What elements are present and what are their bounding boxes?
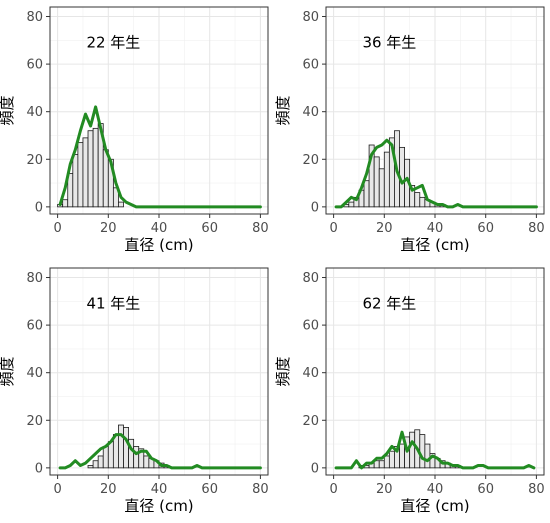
y-tick-label: 60 [302,319,319,334]
histogram-bar [348,201,355,208]
histogram-bar [363,180,370,208]
x-tick-label: 60 [201,482,218,497]
histogram-bar [102,446,109,469]
histogram-bar [62,199,69,208]
histogram-bar [92,127,99,208]
histogram-bar [383,151,390,208]
frequency-line [334,138,538,209]
x-tick-label: 80 [252,221,269,236]
frequency-line [58,433,262,470]
frequency-line [58,105,262,209]
histogram-bar [77,142,84,208]
panel-3: 0 20 40 60 80 0 20 40 60 80 直径 (cm) 頻度 41 年生 [0,267,269,515]
x-tick-label: 60 [477,221,494,236]
histogram-bar [118,201,124,208]
x-tick-label: 0 [329,221,337,236]
y-tick-label: 0 [35,461,43,476]
y-tick-label: 20 [26,414,43,429]
histogram-bar [409,431,416,469]
y-tick-label: 0 [311,461,319,476]
y-tick-label: 40 [302,366,319,381]
y-tick-label: 80 [26,271,43,286]
x-tick-label: 20 [100,482,117,497]
y-tick-label: 80 [302,271,319,286]
x-tick-label: 40 [151,482,168,497]
x-tick-label: 0 [329,482,337,497]
panel-title: 62 年生 [362,294,416,312]
histogram-bar [378,168,385,208]
histogram-bar [92,460,99,469]
x-tick-label: 80 [528,221,545,236]
histogram-bar [383,455,390,469]
histogram-bar [82,137,89,208]
histogram-bar [102,149,109,208]
y-tick-label: 80 [302,10,319,25]
histogram-bar [118,424,124,469]
histogram-bar [87,465,94,469]
x-tick-label: 20 [376,482,393,497]
y-tick-label: 40 [302,105,319,120]
histogram-bar [143,455,150,469]
y-tick-label: 0 [35,200,43,215]
histogram-bar [72,154,79,208]
y-tick-label: 20 [302,414,319,429]
x-axis-label: 直径 (cm) [400,497,469,515]
histogram-bar [97,455,104,469]
x-axis-label: 直径 (cm) [124,236,193,254]
y-tick-label: 60 [26,58,43,73]
x-tick-label: 40 [151,221,168,236]
x-tick-label: 80 [528,482,545,497]
y-axis-label: 頻度 [0,95,16,125]
x-axis-label: 直径 (cm) [400,236,469,254]
y-axis-label: 頻度 [274,95,292,125]
x-tick-label: 0 [53,482,61,497]
y-axis-label: 頻度 [0,356,16,386]
x-tick-label: 80 [252,482,269,497]
panel-title: 36 年生 [362,33,416,51]
x-tick-label: 60 [477,482,494,497]
y-tick-label: 0 [311,200,319,215]
y-tick-label: 20 [302,153,319,168]
histogram-bar [414,192,421,208]
histogram-bar [107,441,114,469]
x-tick-label: 60 [201,221,218,236]
y-tick-label: 40 [26,366,43,381]
histogram-bar [419,196,426,208]
x-tick-label: 20 [376,221,393,236]
x-tick-label: 40 [427,482,444,497]
x-tick-label: 40 [427,221,444,236]
y-tick-label: 60 [302,58,319,73]
y-tick-label: 80 [26,10,43,25]
y-tick-label: 60 [26,319,43,334]
histogram-bar [87,130,94,208]
x-axis-label: 直径 (cm) [124,497,193,515]
histogram-bar [378,460,385,469]
x-tick-label: 20 [100,221,117,236]
panel-title: 22 年生 [86,33,140,51]
histogram-bar [373,156,380,208]
histogram-bar [133,446,140,469]
histogram-bar [419,434,426,469]
x-tick-label: 0 [53,221,61,236]
panel-2: 0 20 40 60 80 0 20 40 60 80 直径 (cm) 頻度 36 年生 [274,6,545,254]
histogram-bar [424,443,431,469]
frequency-line [334,430,536,470]
histogram-bar [123,427,129,469]
histogram-bar [388,450,395,469]
panel-1: 0 20 40 60 80 0 20 40 60 80 直径 (cm) 頻度 22 年生 [0,6,269,254]
y-tick-label: 20 [26,153,43,168]
y-axis-label: 頻度 [274,356,292,386]
histogram-bar [399,443,405,469]
y-tick-label: 40 [26,105,43,120]
panel-4: 0 20 40 60 80 0 20 40 60 80 直径 (cm) 頻度 62 年生 [274,267,545,515]
panel-title: 41 年生 [86,294,140,312]
histogram-bar [112,187,119,208]
